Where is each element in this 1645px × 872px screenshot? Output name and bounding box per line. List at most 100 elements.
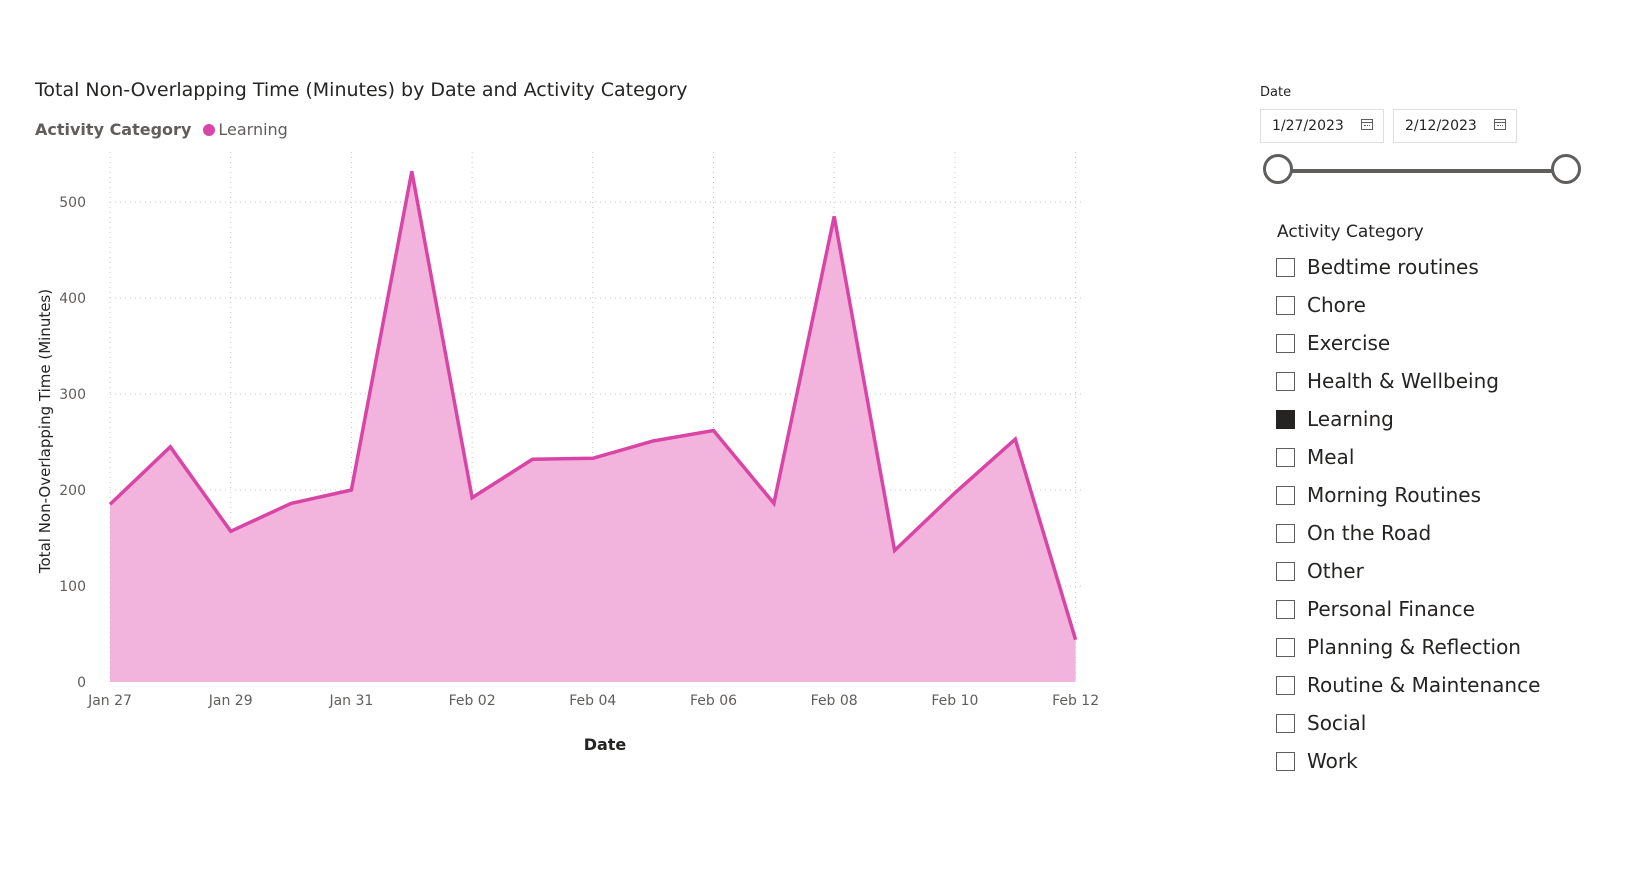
data-point[interactable] bbox=[526, 453, 538, 465]
calendar-icon[interactable] bbox=[1361, 119, 1373, 130]
data-point[interactable] bbox=[285, 497, 297, 509]
area-fill-learning bbox=[110, 171, 1076, 683]
category-item[interactable]: Learning bbox=[1276, 400, 1540, 438]
category-item[interactable]: Meal bbox=[1276, 438, 1540, 476]
chart-series-learning bbox=[104, 165, 1082, 683]
category-item[interactable]: Planning & Reflection bbox=[1276, 628, 1540, 666]
checkbox-icon[interactable] bbox=[1276, 713, 1295, 733]
data-point[interactable] bbox=[768, 497, 780, 509]
y-axis-ticks: 0 100 200 300 400 500 bbox=[59, 195, 86, 691]
data-point[interactable] bbox=[345, 484, 357, 496]
slider-start-handle[interactable] bbox=[1263, 154, 1293, 184]
category-label: Health & Wellbeing bbox=[1307, 369, 1499, 393]
data-point[interactable] bbox=[587, 452, 599, 464]
filter-panel: Date 1/27/2023 2/12/2023 Activity Catego… bbox=[1260, 0, 1640, 800]
checkbox-icon[interactable] bbox=[1276, 561, 1295, 581]
x-tick-label: Jan 31 bbox=[328, 693, 373, 709]
date-range-slider-track[interactable] bbox=[1278, 169, 1566, 173]
chart-title: Total Non-Overlapping Time (Minutes) by … bbox=[35, 79, 688, 101]
category-slicer-header: Activity Category bbox=[1277, 222, 1424, 242]
start-date-value: 1/27/2023 bbox=[1272, 118, 1344, 134]
category-label: Work bbox=[1307, 749, 1358, 773]
x-tick-label: Jan 27 bbox=[87, 693, 132, 709]
category-item[interactable]: Bedtime routines bbox=[1276, 248, 1540, 286]
data-point[interactable] bbox=[406, 165, 418, 177]
category-item[interactable]: Social bbox=[1276, 704, 1540, 742]
checkbox-icon[interactable] bbox=[1276, 523, 1295, 543]
x-tick-label: Feb 08 bbox=[811, 693, 858, 709]
x-axis-label: Date bbox=[584, 735, 627, 754]
y-tick-label: 200 bbox=[59, 483, 86, 499]
x-tick-label: Feb 04 bbox=[569, 693, 616, 709]
data-point[interactable] bbox=[104, 498, 116, 510]
calendar-icon[interactable] bbox=[1494, 119, 1506, 130]
slider-end-handle[interactable] bbox=[1551, 154, 1581, 184]
data-point[interactable] bbox=[828, 210, 840, 222]
chart-legend: Activity Category Learning bbox=[35, 120, 288, 139]
x-axis-ticks: Jan 27 Jan 29 Jan 31 Feb 02 Feb 04 Feb 06 Feb … bbox=[87, 693, 1099, 709]
end-date-value: 2/12/2023 bbox=[1405, 118, 1477, 134]
y-tick-label: 100 bbox=[59, 579, 86, 595]
category-label: Social bbox=[1307, 711, 1367, 735]
checkbox-icon[interactable] bbox=[1276, 675, 1295, 695]
date-slicer-label: Date bbox=[1260, 85, 1292, 100]
checkbox-icon[interactable] bbox=[1276, 257, 1295, 277]
legend-title: Activity Category bbox=[35, 120, 192, 139]
category-list: Bedtime routines Chore Exercise Health & We… bbox=[1276, 248, 1540, 780]
x-tick-label: Feb 02 bbox=[449, 693, 496, 709]
category-label: Learning bbox=[1307, 407, 1394, 431]
data-point[interactable] bbox=[889, 544, 901, 556]
category-item[interactable]: Personal Finance bbox=[1276, 590, 1540, 628]
category-item[interactable]: Morning Routines bbox=[1276, 476, 1540, 514]
category-item[interactable]: On the Road bbox=[1276, 514, 1540, 552]
checkbox-icon[interactable] bbox=[1276, 637, 1295, 657]
x-tick-label: Feb 12 bbox=[1052, 693, 1099, 709]
data-point[interactable] bbox=[1070, 634, 1082, 646]
category-item[interactable]: Exercise bbox=[1276, 324, 1540, 362]
category-item[interactable]: Other bbox=[1276, 552, 1540, 590]
area-chart: Total Non-Overlapping Time (Minutes) by … bbox=[0, 0, 1160, 800]
start-date-input[interactable]: 1/27/2023 bbox=[1260, 109, 1384, 143]
checkbox-icon[interactable] bbox=[1276, 371, 1295, 391]
checkbox-icon[interactable] bbox=[1276, 333, 1295, 353]
category-item[interactable]: Chore bbox=[1276, 286, 1540, 324]
category-label: Planning & Reflection bbox=[1307, 635, 1521, 659]
checkbox-icon[interactable] bbox=[1276, 295, 1295, 315]
category-item[interactable]: Work bbox=[1276, 742, 1540, 780]
series-line-learning[interactable] bbox=[108, 170, 1078, 641]
x-tick-label: Feb 06 bbox=[690, 693, 737, 709]
category-label: Bedtime routines bbox=[1307, 255, 1479, 279]
y-axis-label: Total Non-Overlapping Time (Minutes) bbox=[36, 289, 54, 574]
data-point[interactable] bbox=[1009, 433, 1021, 445]
end-date-input[interactable]: 2/12/2023 bbox=[1393, 109, 1517, 143]
y-tick-label: 500 bbox=[59, 195, 86, 211]
data-point[interactable] bbox=[164, 441, 176, 453]
legend-entry-learning[interactable]: Learning bbox=[218, 120, 288, 139]
checkbox-checked-icon[interactable] bbox=[1276, 409, 1295, 429]
data-point[interactable] bbox=[466, 492, 478, 504]
x-tick-label: Jan 29 bbox=[208, 693, 253, 709]
checkbox-icon[interactable] bbox=[1276, 751, 1295, 771]
category-label: Morning Routines bbox=[1307, 483, 1482, 507]
category-label: Routine & Maintenance bbox=[1307, 673, 1541, 697]
data-point[interactable] bbox=[225, 525, 237, 537]
checkbox-icon[interactable] bbox=[1276, 447, 1295, 467]
chart-plot-area[interactable]: 0 100 200 300 400 500 Jan 27 Jan 29 Jan 31 Feb 0… bbox=[0, 0, 1160, 800]
checkbox-icon[interactable] bbox=[1276, 599, 1295, 619]
category-label: Exercise bbox=[1307, 331, 1391, 355]
y-tick-label: 0 bbox=[77, 675, 86, 691]
data-point[interactable] bbox=[708, 424, 720, 436]
category-label: Other bbox=[1307, 559, 1364, 583]
category-label: Meal bbox=[1307, 445, 1355, 469]
checkbox-icon[interactable] bbox=[1276, 485, 1295, 505]
y-tick-label: 300 bbox=[59, 387, 86, 403]
x-tick-label: Feb 10 bbox=[931, 693, 978, 709]
category-label: Chore bbox=[1307, 293, 1366, 317]
category-label: On the Road bbox=[1307, 521, 1432, 545]
y-tick-label: 400 bbox=[59, 291, 86, 307]
data-point[interactable] bbox=[647, 435, 659, 447]
category-item[interactable]: Routine & Maintenance bbox=[1276, 666, 1540, 704]
category-item[interactable]: Health & Wellbeing bbox=[1276, 362, 1540, 400]
category-label: Personal Finance bbox=[1307, 597, 1475, 621]
data-point[interactable] bbox=[949, 487, 961, 499]
